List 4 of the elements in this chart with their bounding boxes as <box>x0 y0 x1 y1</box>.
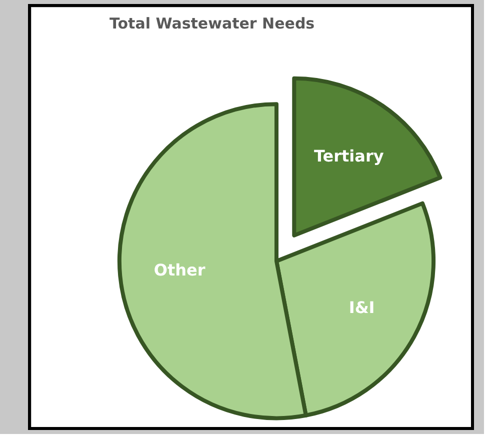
slice-label: Tertiary <box>314 146 384 166</box>
slice-label: Other <box>154 260 206 280</box>
slice-label: I&I <box>348 298 375 318</box>
chart-title: Total Wastewater Needs <box>110 14 315 32</box>
